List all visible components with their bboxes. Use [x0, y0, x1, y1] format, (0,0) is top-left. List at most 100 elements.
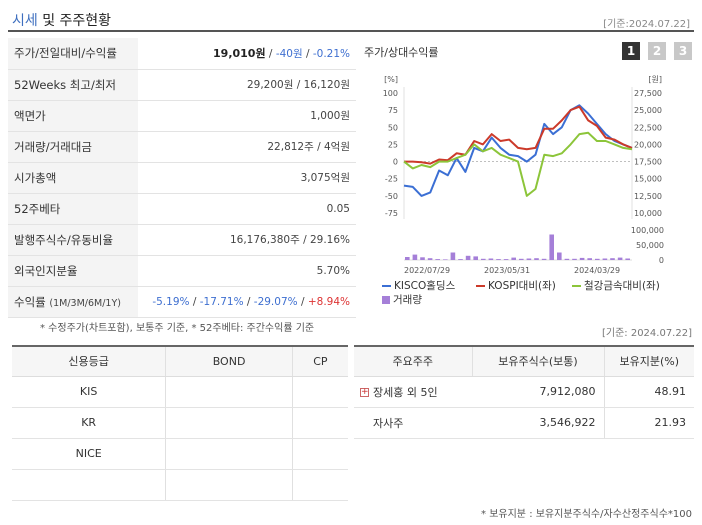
volume-bar: [427, 258, 433, 260]
legend-steel: 철강금속대비(좌): [572, 278, 660, 293]
series-line: [403, 131, 633, 197]
volume-bar: [458, 259, 463, 260]
credit-col-header: 신용등급: [12, 345, 167, 377]
return-6m: -29.07%: [253, 295, 298, 308]
stats-row-par: 액면가 1,000원: [8, 100, 356, 132]
volume-bar: [579, 257, 585, 260]
return-chart: [%] [원] 100 27,500 75 25,000 50 22,500 25 20,000 0…: [383, 75, 664, 275]
credit-agency: KR: [12, 407, 167, 439]
legend-line-icon: [476, 284, 485, 287]
stats-row-volume: 거래량/거래대금 22,812주 / 4억원: [8, 131, 356, 163]
holders-footnote: * 보유지분 : 보유지분주식수/자수산정주식수*100: [481, 509, 692, 520]
chart-panel: 주가/상대수익률 1 2 3 [%] [원] 100 27,500 75 25,000 50…: [364, 38, 694, 310]
legend-volume: 거래량: [382, 292, 422, 307]
stats-label: 거래량/거래대금: [8, 131, 138, 163]
holder-shares: 3,546,922: [472, 407, 605, 439]
holder-name: 자사주: [354, 407, 472, 439]
volume-bar: [519, 258, 524, 260]
section-header: 시세 및 주주현황 [기준:2024.07.22]: [8, 6, 694, 32]
holder-pct: 48.91: [604, 376, 694, 408]
stats-footnote: * 수정주가(차트포함), 보통주 기준, * 52주베타: 주간수익률 기준: [40, 323, 315, 334]
y-right-tick-label: 15,000: [634, 175, 662, 184]
volume-bar: [534, 258, 539, 260]
y-right-tick-label: 22,500: [634, 123, 662, 132]
holders-header-row: 주요주주 보유주식수(보통) 보유지분(%): [354, 345, 694, 377]
chart-tab-2[interactable]: 2: [648, 42, 666, 60]
right-unit-label: [원]: [648, 75, 662, 84]
volume-bar: [587, 258, 592, 260]
y-left-tick-label: 75: [388, 106, 398, 115]
stats-label: 52Weeks 최고/최저: [8, 69, 138, 101]
stats-value: 19,010원 / -40원 / -0.21%: [138, 38, 356, 70]
series-line: [403, 104, 633, 197]
volume-bar: [617, 257, 623, 260]
volume-bar: [602, 258, 608, 260]
chart-tab-1[interactable]: 1: [622, 42, 640, 60]
stats-value: 22,812주 / 4억원: [138, 131, 356, 163]
credit-bond: [165, 438, 293, 470]
volume-bar: [496, 259, 501, 260]
left-unit-label: [%]: [384, 75, 398, 84]
holders-col-header: 주요주주: [354, 345, 473, 377]
stats-label: 액면가: [8, 100, 138, 132]
price-change-pct: -0.21%: [312, 48, 350, 61]
credit-cp: [292, 407, 348, 439]
base-date: [기준:2024.07.22]: [603, 19, 690, 30]
legend-bar-icon: [382, 295, 390, 304]
table-row: [12, 469, 348, 501]
y-right-tick-label: 17,500: [634, 158, 662, 167]
holder-shares: 7,912,080: [472, 376, 605, 408]
y-left-tick-label: 0: [393, 158, 398, 167]
holder-pct: 21.93: [604, 407, 694, 439]
table-row: 자사주 3,546,922 21.93: [354, 407, 694, 439]
stats-row-beta: 52주베타 0.05: [8, 193, 356, 225]
return-3m: -17.71%: [199, 295, 244, 308]
chart-title: 주가/상대수익률: [364, 46, 439, 59]
volume-bar: [420, 257, 425, 260]
return-1m: -5.19%: [152, 295, 190, 308]
stats-row-52w: 52Weeks 최고/최저 29,200원 / 16,120원: [8, 69, 356, 101]
volume-bar: [526, 258, 532, 260]
credit-agency: KIS: [12, 376, 167, 408]
stats-label: 시가총액: [8, 162, 138, 194]
y-left-tick-label: -25: [385, 175, 398, 184]
credit-header-row: 신용등급 BOND CP: [12, 345, 348, 377]
credit-cp: [292, 376, 348, 408]
credit-cp: [292, 469, 348, 501]
stats-value: 16,176,380주 / 29.16%: [138, 224, 356, 256]
stats-value: 0.05: [138, 193, 356, 225]
stats-label: 수익률 (1M/3M/6M/1Y): [8, 286, 138, 318]
y-right-tick-label: 12,500: [634, 192, 662, 201]
y-left-tick-label: 100: [383, 89, 398, 98]
shareholders-table: 주요주주 보유주식수(보통) 보유지분(%) + 장세홍 외 5인 7,912,0…: [354, 345, 694, 439]
credit-col-header: CP: [292, 345, 348, 377]
volume-bar: [473, 256, 478, 260]
volume-bar: [465, 255, 471, 260]
credit-rating-table: 신용등급 BOND CP KIS KR NICE: [12, 345, 348, 501]
credit-agency: [12, 469, 167, 501]
expand-plus-icon[interactable]: +: [360, 387, 369, 397]
holders-col-header: 보유주식수(보통): [472, 345, 605, 377]
series-line: [404, 105, 633, 165]
credit-bond: [165, 407, 293, 439]
stats-row-shares: 발행주식수/유동비율 16,176,380주 / 29.16%: [8, 224, 356, 256]
volume-bar: [412, 254, 418, 260]
stats-label: 발행주식수/유동비율: [8, 224, 138, 256]
stats-row-mcap: 시가총액 3,075억원: [8, 162, 356, 194]
credit-col-header: BOND: [165, 345, 293, 377]
holder-name: + 장세홍 외 5인: [354, 376, 472, 408]
y-left-tick-label: -75: [385, 209, 398, 218]
x-tick-label: 2023/05/31: [484, 266, 530, 275]
volume-bar: [625, 258, 630, 260]
y-right-tick-label: 25,000: [634, 106, 662, 115]
volume-bar: [610, 258, 615, 260]
stats-row-return: 수익률 (1M/3M/6M/1Y) -5.19% / -17.71% / -29…: [8, 286, 356, 318]
chart-tab-3[interactable]: 3: [674, 42, 692, 60]
stats-value: 29,200원 / 16,120원: [138, 69, 356, 101]
volume-bar: [481, 258, 486, 260]
holders-col-header: 보유지분(%): [604, 345, 694, 377]
stats-row-price: 주가/전일대비/수익률 19,010원 / -40원 / -0.21%: [8, 38, 356, 70]
stats-row-foreign: 외국인지분율 5.70%: [8, 255, 356, 287]
y-right-tick-label: 20,000: [634, 140, 662, 149]
section-title: 시세 및 주주현황: [12, 13, 112, 29]
